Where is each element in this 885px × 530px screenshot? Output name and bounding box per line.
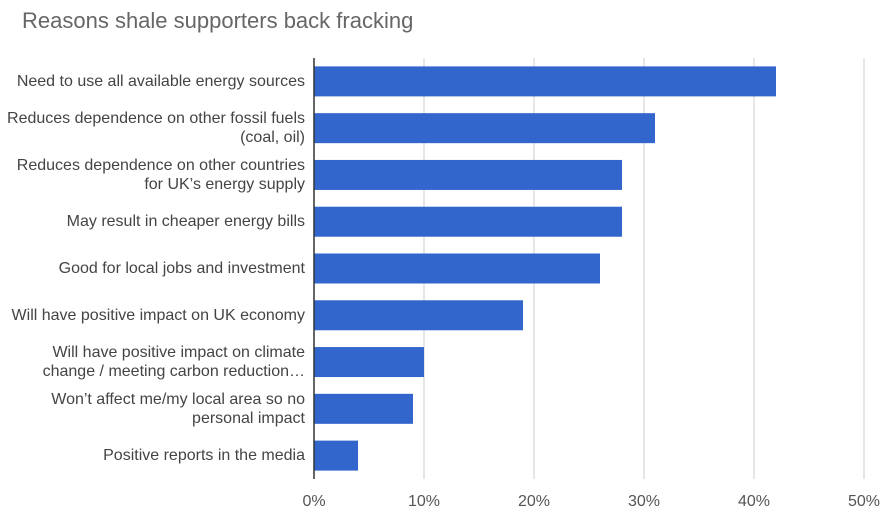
y-tick-label: Reduces dependence on other fossil fuels… — [7, 110, 305, 147]
y-tick-label: Will have positive impact on climate cha… — [42, 344, 305, 381]
bar — [314, 113, 655, 144]
x-tick-label: 40% — [738, 493, 770, 510]
y-tick-label: Need to use all available energy sources — [16, 72, 305, 90]
bar — [314, 300, 523, 331]
bar — [314, 393, 413, 424]
bar — [314, 206, 622, 237]
chart-title: Reasons shale supporters back fracking — [22, 8, 413, 33]
y-tick-label: Good for local jobs and investment — [58, 260, 305, 277]
y-tick-label: Reduces dependence on other countries fo… — [16, 156, 305, 193]
y-tick-label: May result in cheaper energy bills — [66, 213, 305, 231]
x-tick-label: 50% — [848, 493, 880, 510]
x-tick-label: 30% — [628, 493, 660, 510]
bar — [314, 253, 600, 284]
x-tick-label: 0% — [302, 493, 325, 510]
bar — [314, 440, 358, 471]
bar — [314, 66, 776, 97]
bar — [314, 347, 424, 378]
x-tick-label: 10% — [408, 493, 440, 510]
bar — [314, 159, 622, 190]
y-tick-label: Will have positive impact on UK economy — [11, 306, 305, 324]
x-tick-label: 20% — [518, 493, 550, 510]
y-tick-label: Won’t affect me/my local area so no pers… — [51, 390, 305, 427]
y-tick-label: Positive reports in the media — [103, 447, 305, 465]
